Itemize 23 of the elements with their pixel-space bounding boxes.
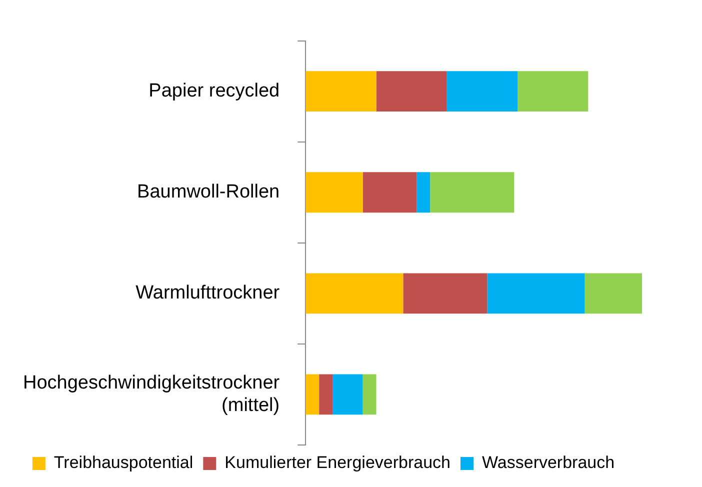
bar (362, 374, 376, 415)
y-tick-label: Papier recycled (148, 80, 280, 102)
bar (306, 374, 320, 415)
bar (332, 374, 363, 415)
bar (487, 273, 585, 314)
y-tick-label: Baumwoll-Rollen (137, 182, 280, 203)
y-tick-label: Hochgeschwindigkeitstrockner (mittel) (22, 372, 280, 416)
bar (306, 172, 363, 213)
bar (376, 71, 447, 112)
legend-label: Kumulierter Energieverbrauch (224, 453, 451, 472)
bar (430, 172, 514, 213)
bar (306, 273, 404, 314)
bar (362, 172, 417, 213)
bar (446, 71, 518, 112)
bar (416, 172, 430, 213)
bar (584, 273, 642, 314)
y-tick-label: Warmlufttrockner (136, 282, 280, 304)
bar (306, 71, 376, 112)
bar (518, 71, 588, 112)
bar (403, 273, 488, 314)
legend-label: Wasserverbrauch (482, 453, 615, 472)
bar (319, 374, 333, 415)
legend-label: Treibhauspotential (54, 453, 194, 472)
